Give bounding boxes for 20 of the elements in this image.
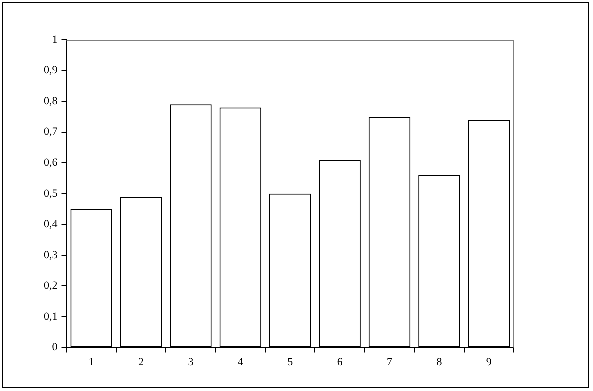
x-tick-label: 3 [188, 356, 194, 368]
x-tick-label: 9 [486, 356, 492, 368]
y-tick-label: 0,1 [44, 310, 58, 323]
y-tick-label: 0,2 [44, 280, 58, 292]
x-tick-label: 2 [138, 356, 144, 368]
y-tick-label: 0,9 [44, 64, 58, 77]
y-tick-label: 0,6 [44, 157, 58, 170]
x-tick-label: 1 [88, 356, 94, 368]
x-tick-label: 4 [238, 356, 244, 368]
y-tick-label: 0,5 [44, 188, 58, 200]
y-tick-label: 0,7 [44, 126, 58, 138]
x-tick-label: 7 [387, 356, 394, 368]
x-tick-label: 8 [436, 356, 443, 368]
y-tick-label: 0,4 [44, 218, 58, 231]
x-tick-label: 6 [337, 356, 344, 368]
y-tick-label: 0,8 [44, 95, 58, 108]
y-tick-label: 1 [52, 34, 58, 46]
y-tick-label: 0 [52, 342, 58, 354]
y-tick-label: 0,3 [44, 249, 58, 262]
x-tick-label: 5 [288, 356, 294, 368]
